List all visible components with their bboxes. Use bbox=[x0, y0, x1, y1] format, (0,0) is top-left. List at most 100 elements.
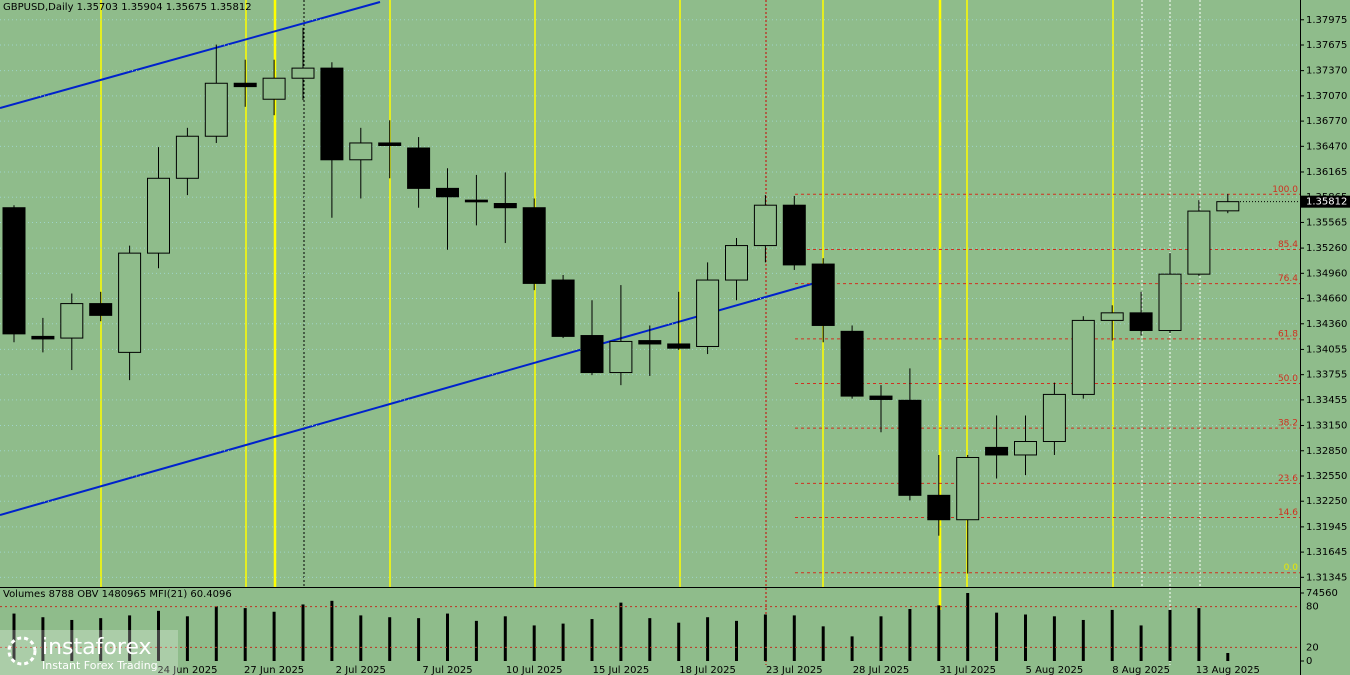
volume-tick-label: 0 bbox=[1306, 656, 1312, 667]
candle-body bbox=[956, 456, 980, 521]
candle-body bbox=[2, 207, 26, 335]
y-tick-label: 1.34960 bbox=[1306, 268, 1347, 279]
x-tick-label: 13 Aug 2025 bbox=[1196, 665, 1260, 675]
candle-body bbox=[320, 67, 344, 161]
fib-label: 38.2 bbox=[1278, 419, 1298, 429]
fib-label: 61.8 bbox=[1278, 329, 1298, 339]
x-tick-label: 28 Jul 2025 bbox=[853, 665, 910, 675]
x-tick-label: 15 Jul 2025 bbox=[593, 665, 650, 675]
watermark-name: instaforex bbox=[42, 635, 152, 660]
current-price-box bbox=[1301, 195, 1350, 208]
candle-body bbox=[927, 494, 951, 521]
candle-body bbox=[147, 177, 170, 254]
candle-body bbox=[291, 67, 315, 79]
candle-body bbox=[638, 340, 662, 345]
candle-body bbox=[551, 279, 575, 337]
candle-body bbox=[118, 252, 142, 353]
x-tick-label: 23 Jul 2025 bbox=[766, 665, 823, 675]
candle-body bbox=[898, 399, 922, 496]
x-tick-label: 10 Jul 2025 bbox=[506, 665, 563, 675]
y-tick-label: 1.34660 bbox=[1306, 294, 1347, 305]
candle-body bbox=[204, 82, 228, 137]
candle-body bbox=[436, 187, 459, 198]
candle-body bbox=[782, 204, 806, 266]
y-tick-label: 1.32550 bbox=[1306, 471, 1347, 482]
mfi-tick-label: 80 bbox=[1306, 602, 1319, 613]
candle-body bbox=[464, 199, 488, 203]
y-tick-label: 1.34055 bbox=[1306, 344, 1347, 355]
volume-tick-label: 74560 bbox=[1306, 588, 1338, 599]
candle-body bbox=[1187, 210, 1211, 275]
candle-body bbox=[1014, 441, 1037, 456]
fib-label: 14.6 bbox=[1278, 508, 1298, 518]
current-price-label: 1.35812 bbox=[1306, 197, 1347, 208]
chart-title: GBPUSD,Daily 1.35703 1.35904 1.35675 1.3… bbox=[3, 2, 252, 13]
candle-body bbox=[378, 142, 402, 146]
x-tick-label: 31 Jul 2025 bbox=[939, 665, 996, 675]
candle-body bbox=[696, 279, 720, 347]
fib-label: 85.4 bbox=[1278, 240, 1298, 250]
y-tick-label: 1.37975 bbox=[1306, 15, 1347, 26]
x-tick-label: 8 Aug 2025 bbox=[1112, 665, 1170, 675]
y-tick-label: 1.35260 bbox=[1306, 243, 1347, 254]
candles bbox=[2, 27, 1240, 574]
x-tick-label: 5 Aug 2025 bbox=[1026, 665, 1084, 675]
y-tick-label: 1.33150 bbox=[1306, 421, 1347, 432]
y-tick-label: 1.36165 bbox=[1306, 167, 1347, 178]
candle-body bbox=[407, 147, 431, 189]
candle-body bbox=[1071, 319, 1095, 395]
candle-body bbox=[667, 343, 691, 349]
watermark-tagline: Instant Forex Trading bbox=[42, 659, 158, 672]
volume-title: Volumes 8788 OBV 1480965 MFI(21) 60.4096 bbox=[3, 589, 232, 600]
candle-body bbox=[1129, 312, 1153, 332]
y-tick-label: 1.32250 bbox=[1306, 496, 1347, 507]
candle-body bbox=[1158, 273, 1182, 332]
candle-body bbox=[869, 395, 893, 400]
y-tick-label: 1.37675 bbox=[1306, 40, 1347, 51]
candle-body bbox=[753, 204, 777, 247]
x-tick-label: 24 Jun 2025 bbox=[157, 665, 217, 675]
candle-body bbox=[609, 340, 633, 374]
y-tick-label: 1.31645 bbox=[1306, 547, 1347, 558]
logo-icon bbox=[7, 636, 37, 666]
candle-body bbox=[31, 335, 55, 340]
candle-body bbox=[522, 207, 546, 284]
y-tick-label: 1.32850 bbox=[1306, 446, 1347, 457]
fib-label: 50.0 bbox=[1278, 374, 1298, 384]
y-tick-label: 1.33455 bbox=[1306, 395, 1347, 406]
candle-body bbox=[811, 263, 835, 326]
candle-body bbox=[1216, 201, 1240, 212]
y-tick-label: 1.31945 bbox=[1306, 522, 1347, 533]
watermark: instaforex Instant Forex Trading bbox=[0, 630, 178, 675]
fib-label: 23.6 bbox=[1278, 474, 1298, 484]
x-tick-label: 7 Jul 2025 bbox=[422, 665, 472, 675]
candle-body bbox=[349, 142, 373, 161]
fib-label: 100.0 bbox=[1272, 185, 1298, 195]
candle-body bbox=[89, 303, 113, 316]
volume-panel: 0 74560 20 80 bbox=[0, 588, 1338, 667]
candle-body bbox=[233, 82, 257, 88]
y-tick-label: 1.34360 bbox=[1306, 319, 1347, 330]
candle-body bbox=[175, 135, 199, 179]
candle-body bbox=[840, 330, 864, 397]
x-tick-label: 27 Jun 2025 bbox=[244, 665, 304, 675]
candle-body bbox=[493, 203, 517, 209]
candle-body bbox=[985, 446, 1009, 456]
candle-body bbox=[60, 303, 84, 339]
x-tick-label: 2 Jul 2025 bbox=[336, 665, 386, 675]
candle-body bbox=[1100, 312, 1124, 321]
y-tick-label: 1.37370 bbox=[1306, 66, 1347, 77]
y-tick-label: 1.37070 bbox=[1306, 91, 1347, 102]
y-tick-label: 1.31345 bbox=[1306, 572, 1347, 583]
fib-label: 0.0 bbox=[1284, 563, 1299, 573]
axes: 1.37975 1.37675 1.37370 1.37070 1.36770 1.364… bbox=[157, 15, 1350, 675]
y-tick-label: 1.36470 bbox=[1306, 141, 1347, 152]
candle-body bbox=[262, 77, 286, 100]
y-tick-label: 1.33755 bbox=[1306, 370, 1347, 381]
watermark-box bbox=[0, 630, 178, 675]
candle-body bbox=[725, 245, 748, 281]
fib-label: 76.4 bbox=[1278, 274, 1298, 284]
